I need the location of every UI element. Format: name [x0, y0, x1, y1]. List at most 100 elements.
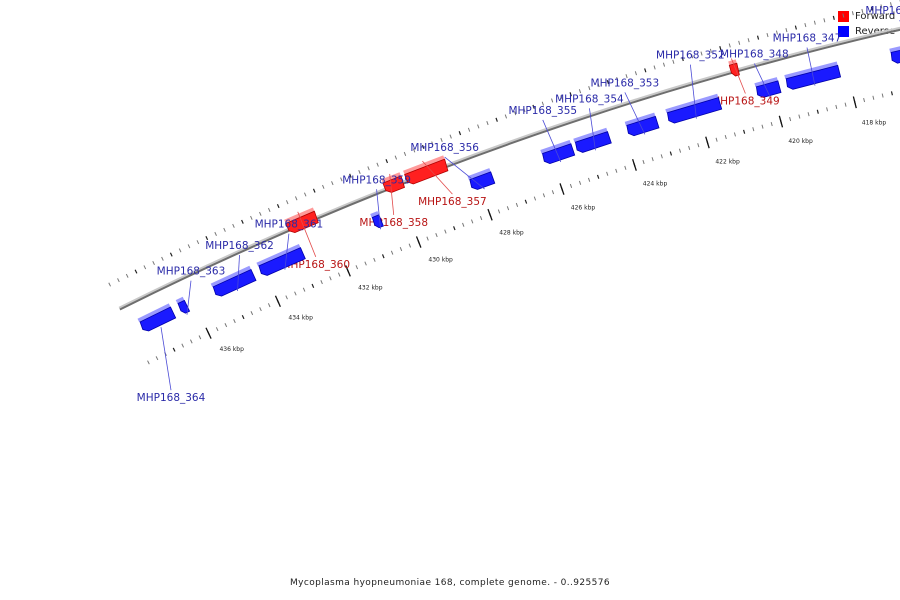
upper-scale-dot [569, 183, 573, 188]
lower-scale-dot [532, 104, 535, 109]
lower-scale-dot [232, 223, 235, 228]
lower-scale-dot [108, 282, 111, 287]
gene-label: MHP168_349 [711, 95, 780, 107]
scale-tick [487, 208, 493, 221]
legend-forward-label: Forward [855, 11, 896, 22]
gene-arrow-mhp168_359 [371, 214, 384, 229]
upper-scale-dot [697, 143, 700, 148]
lower-scale-dot [870, 6, 873, 11]
upper-scale-dot [390, 250, 394, 255]
upper-scale-dot [688, 145, 691, 150]
gene-label: MHP168_346 [865, 5, 900, 17]
upper-scale-dot [181, 343, 185, 348]
gene-shadow [370, 211, 379, 218]
gene-leader-line [624, 92, 646, 135]
gene-shadow [573, 127, 608, 143]
lower-scale-dot [187, 244, 191, 249]
lower-scale-dot [161, 256, 164, 261]
scale-tick [778, 115, 784, 128]
upper-scale-dot [479, 216, 483, 221]
tick-label: 436 kbp [219, 346, 244, 353]
scale-tick [205, 327, 212, 339]
lower-scale-dot [672, 59, 675, 64]
gene-shadow [754, 77, 778, 88]
upper-scale-dot [233, 319, 236, 324]
upper-scale-dot [596, 174, 600, 179]
lower-scale-dot [152, 260, 155, 266]
lower-scale-dot [250, 215, 253, 220]
upper-scale-dot [615, 168, 618, 173]
upper-scale-dot [408, 243, 412, 248]
gene-shadow [137, 303, 171, 323]
lower-scale-dot [842, 13, 845, 18]
scale-tick [632, 159, 637, 171]
lower-scale-dot [449, 134, 452, 139]
lower-scale-dot [691, 54, 694, 59]
tick-label: 422 kbp [715, 159, 740, 166]
lower-scale-dot [134, 269, 138, 274]
upper-scale-dot [578, 180, 582, 185]
upper-scale-dot [497, 209, 501, 214]
upper-scale-dot [872, 95, 875, 100]
upper-scale-dot [844, 102, 847, 107]
tick-label: 428 kbp [499, 230, 524, 237]
lower-scale-dot [700, 51, 703, 56]
scale-tick [705, 136, 710, 149]
upper-scale-dot [651, 157, 654, 162]
gene-label: MHP168_364 [137, 392, 206, 404]
upper-scale-dot [302, 287, 306, 292]
upper-scale-dot [224, 323, 228, 328]
gene-shadow [381, 172, 401, 184]
gene-arrow-mhp168_363 [177, 299, 191, 314]
lower-scale-dot [813, 20, 816, 25]
lower-scale-dot [431, 141, 434, 146]
gene-arrow-mhp168_358 [382, 175, 405, 193]
upper-scale-dot [462, 222, 465, 227]
gene-leader-line [806, 47, 816, 86]
gene-arrow-mhp168_355 [542, 143, 576, 165]
upper-scale-dot [241, 314, 245, 320]
upper-scale-dot [606, 171, 609, 176]
gene-label: MHP168_348 [720, 48, 789, 60]
upper-scale-dot [259, 307, 262, 312]
gene-leader-line [389, 173, 395, 215]
gene-arrow-mhp168_346 [890, 49, 900, 64]
lower-scale-dot [616, 77, 619, 82]
gene-label: MHP168_358 [359, 217, 428, 229]
lower-scale-dot [276, 203, 280, 209]
lower-scale-dot [268, 207, 271, 212]
upper-scale-dot [515, 202, 519, 207]
gene-shadow [665, 93, 719, 113]
gene-shadow [210, 265, 251, 288]
lower-scale-dot [766, 32, 769, 38]
lower-scale-dot [403, 151, 407, 157]
upper-scale-dot [444, 229, 447, 234]
gene-shadow [175, 296, 185, 304]
lower-scale-dot [644, 68, 647, 73]
gene-label: MHP168_353 [591, 77, 660, 89]
upper-scale-dot [890, 91, 893, 96]
lower-scale-dot [823, 18, 826, 23]
genome-caption: Mycoplasma hyopneumoniae 168, complete g… [289, 578, 611, 588]
lower-scale-dot [861, 8, 864, 13]
upper-scale-dot [789, 117, 792, 122]
lower-scale-dot [205, 235, 209, 241]
upper-scale-dot [250, 311, 254, 316]
gene-arrow-mhp168_354 [574, 131, 612, 153]
upper-scale-dot [733, 132, 736, 137]
lower-scale-dot [662, 62, 666, 67]
lower-scale-dot [719, 46, 722, 51]
lower-scale-dot [775, 30, 778, 35]
upper-scale-dot [533, 196, 537, 201]
lower-scale-dot [495, 117, 498, 122]
lower-scale-dot [832, 15, 835, 20]
gene-arrow-mhp168_352 [666, 97, 723, 124]
gene-shadow [728, 59, 737, 66]
upper-scale-dot [587, 177, 591, 182]
gene-label: MHP168_359 [342, 174, 411, 186]
gene-leader-line [160, 327, 172, 391]
lower-scale-dot [597, 83, 600, 88]
gene-arrow-mhp168_364 [139, 306, 177, 332]
upper-scale-dot [364, 261, 367, 266]
